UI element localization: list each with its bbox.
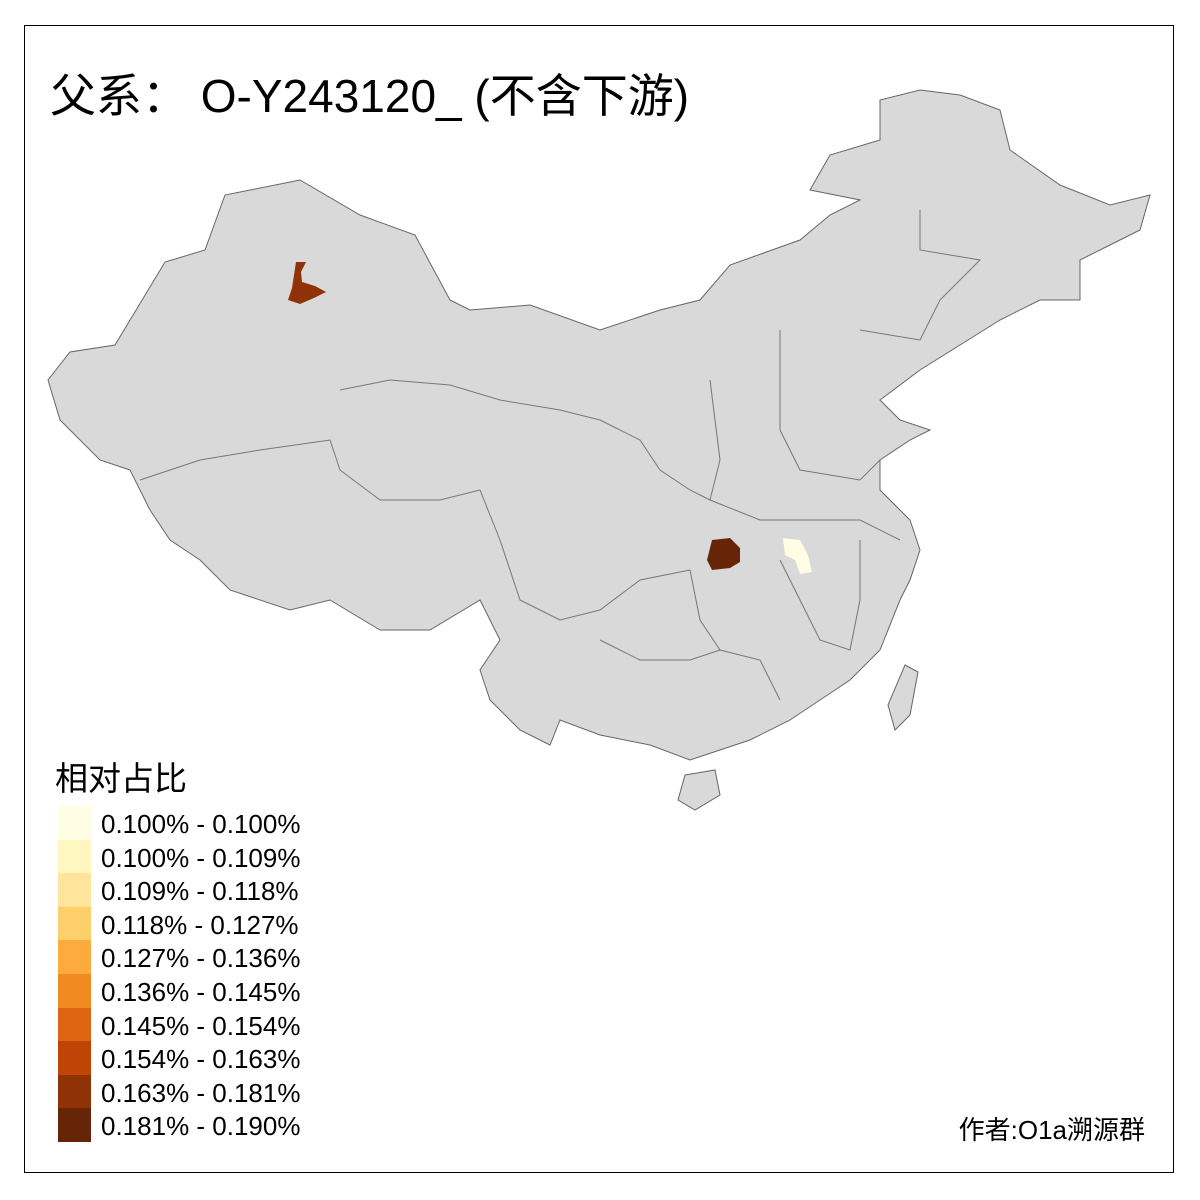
region-hubei-west: [707, 538, 740, 570]
legend-label: 0.181% - 0.190%: [101, 1111, 301, 1142]
legend-swatch: [58, 806, 91, 840]
legend-swatch: [58, 1108, 91, 1143]
legend-item: 0.127% - 0.136%: [58, 940, 378, 975]
legend-item: 0.145% - 0.154%: [58, 1007, 378, 1042]
author-credit: 作者:O1a溯源群: [958, 1115, 1145, 1145]
legend-item: 0.118% - 0.127%: [58, 906, 378, 941]
legend-label: 0.145% - 0.154%: [101, 1010, 301, 1041]
taiwan-island: [887, 664, 919, 731]
legend-item: 0.163% - 0.181%: [58, 1074, 378, 1109]
legend-swatch: [58, 940, 91, 975]
legend-swatch: [58, 1007, 91, 1042]
province-borders: [139, 210, 982, 701]
region-xinjiang-north: [288, 262, 326, 304]
map-title: 父系： O-Y243120_ (不含下游): [50, 70, 690, 122]
hainan-island: [677, 769, 721, 811]
legend-item: 0.181% - 0.190%: [58, 1108, 378, 1143]
legend-label: 0.136% - 0.145%: [101, 977, 301, 1007]
legend-item: 0.154% - 0.163%: [58, 1041, 378, 1076]
legend-label: 0.154% - 0.163%: [101, 1044, 301, 1075]
legend-item: 0.100% - 0.109%: [58, 839, 378, 874]
legend-swatch: [58, 1074, 91, 1109]
legend-label: 0.100% - 0.109%: [101, 842, 301, 873]
china-landmass: [47, 89, 1151, 761]
map-frame: [24, 25, 1174, 1173]
legend-label: 0.127% - 0.136%: [101, 943, 301, 974]
legend-swatch: [58, 974, 91, 1008]
legend-label: 0.163% - 0.181%: [101, 1077, 301, 1108]
legend-swatch: [58, 873, 91, 908]
legend-title: 相对占比: [55, 760, 187, 797]
legend-item: 0.136% - 0.145%: [58, 974, 378, 1008]
legend-label: 0.100% - 0.100%: [101, 809, 301, 839]
legend-label: 0.118% - 0.127%: [101, 909, 299, 940]
legend-swatch: [58, 1041, 91, 1076]
legend-swatch: [58, 839, 91, 874]
legend-item: 0.100% - 0.100%: [58, 806, 378, 840]
region-hubei-east: [783, 538, 812, 574]
legend-item: 0.109% - 0.118%: [58, 873, 378, 908]
legend-swatch: [58, 906, 91, 941]
legend-label: 0.109% - 0.118%: [101, 876, 299, 907]
